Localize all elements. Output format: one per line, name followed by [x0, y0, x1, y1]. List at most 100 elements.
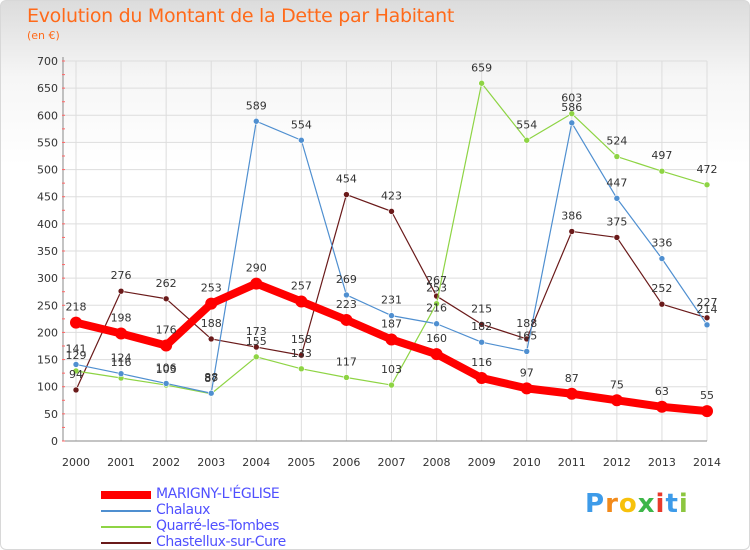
data-point [117, 287, 125, 295]
data-label: 257 [291, 279, 312, 292]
data-label: 423 [381, 189, 402, 202]
data-label: 176 [156, 323, 177, 336]
data-point [162, 295, 170, 303]
data-label: 214 [697, 303, 718, 316]
data-label: 198 [111, 312, 132, 325]
data-label: 103 [381, 363, 402, 376]
data-label: 75 [610, 378, 624, 391]
legend-label: Quarré-les-Tombes [156, 518, 280, 534]
y-tick-label: 550 [37, 136, 58, 149]
data-label: 253 [201, 282, 222, 295]
data-label: 160 [426, 332, 447, 345]
data-label: 386 [561, 209, 582, 222]
data-point [252, 117, 260, 125]
data-label: 223 [336, 298, 357, 311]
data-label: 267 [426, 274, 447, 287]
data-point [72, 361, 80, 368]
data-label: 129 [66, 349, 87, 362]
x-tick-label: 2001 [107, 456, 135, 469]
data-label: 252 [651, 282, 672, 295]
data-point [207, 335, 215, 343]
data-label: 87 [204, 372, 218, 385]
data-point [343, 191, 350, 198]
data-label: 603 [561, 92, 582, 105]
data-point [568, 119, 576, 127]
x-tick-label: 2000 [62, 456, 90, 469]
data-point [478, 79, 485, 87]
data-label: 554 [291, 118, 312, 131]
data-label: 165 [516, 329, 537, 342]
proxiti-logo: Proxiti [585, 489, 689, 519]
data-point [117, 370, 125, 377]
data-label: 216 [426, 302, 447, 315]
data-label: 659 [471, 61, 492, 74]
data-point [385, 333, 398, 346]
data-label: 63 [655, 385, 669, 398]
x-tick-label: 2013 [648, 456, 676, 469]
data-label: 103 [156, 363, 177, 376]
data-label: 276 [111, 269, 132, 282]
data-label: 472 [697, 163, 718, 176]
data-label: 215 [471, 302, 492, 315]
x-tick-label: 2002 [152, 456, 180, 469]
data-label: 97 [520, 366, 534, 379]
data-label: 375 [606, 215, 627, 228]
data-point [565, 387, 578, 400]
data-label: 218 [66, 301, 87, 314]
y-tick-label: 450 [37, 191, 58, 204]
data-point [523, 348, 531, 355]
data-point [613, 234, 621, 241]
data-label: 106 [156, 361, 177, 374]
data-point [388, 208, 395, 215]
x-tick-label: 2014 [693, 456, 721, 469]
data-point [433, 300, 440, 307]
data-point [343, 291, 350, 299]
data-label: 187 [381, 317, 402, 330]
data-point [658, 255, 666, 262]
data-point [162, 380, 170, 387]
data-label: 447 [606, 176, 627, 189]
y-tick-label: 400 [37, 218, 58, 231]
data-point [298, 136, 305, 144]
data-point [252, 343, 260, 351]
data-label: 88 [204, 371, 218, 384]
data-point [205, 297, 218, 310]
data-label: 94 [69, 368, 83, 381]
data-point [568, 110, 576, 117]
data-point [72, 386, 80, 394]
data-point [658, 300, 666, 308]
data-point [388, 381, 395, 389]
chart-title: Evolution du Montant de la Dette par Hab… [27, 5, 455, 27]
data-point [613, 153, 621, 160]
legend-label: Chastellux-sur-Cure [156, 534, 286, 550]
data-point [703, 314, 711, 322]
logo-letter: x [637, 489, 656, 519]
y-tick-label: 300 [37, 272, 58, 285]
data-label: 524 [606, 135, 627, 148]
data-label: 336 [651, 237, 672, 250]
legend-label: MARIGNY-L'ÉGLISE [156, 486, 280, 502]
data-label: 155 [246, 335, 267, 348]
data-label: 454 [336, 173, 357, 186]
data-point [701, 405, 713, 418]
data-point [298, 351, 305, 359]
data-point [478, 320, 485, 328]
y-tick-label: 500 [37, 164, 58, 177]
data-point [433, 320, 440, 328]
logo-letter: r [605, 489, 619, 519]
data-label: 182 [471, 320, 492, 333]
data-point [430, 348, 443, 361]
logo-letter: t [665, 489, 679, 519]
data-point [343, 374, 350, 381]
logo-letter: i [678, 489, 689, 519]
data-point [475, 372, 488, 385]
data-point [115, 327, 128, 340]
x-tick-label: 2010 [513, 456, 541, 469]
x-tick-label: 2009 [468, 456, 496, 469]
data-point [658, 167, 666, 175]
data-label: 290 [246, 262, 267, 275]
data-label: 188 [516, 317, 537, 330]
data-label: 497 [651, 149, 672, 162]
